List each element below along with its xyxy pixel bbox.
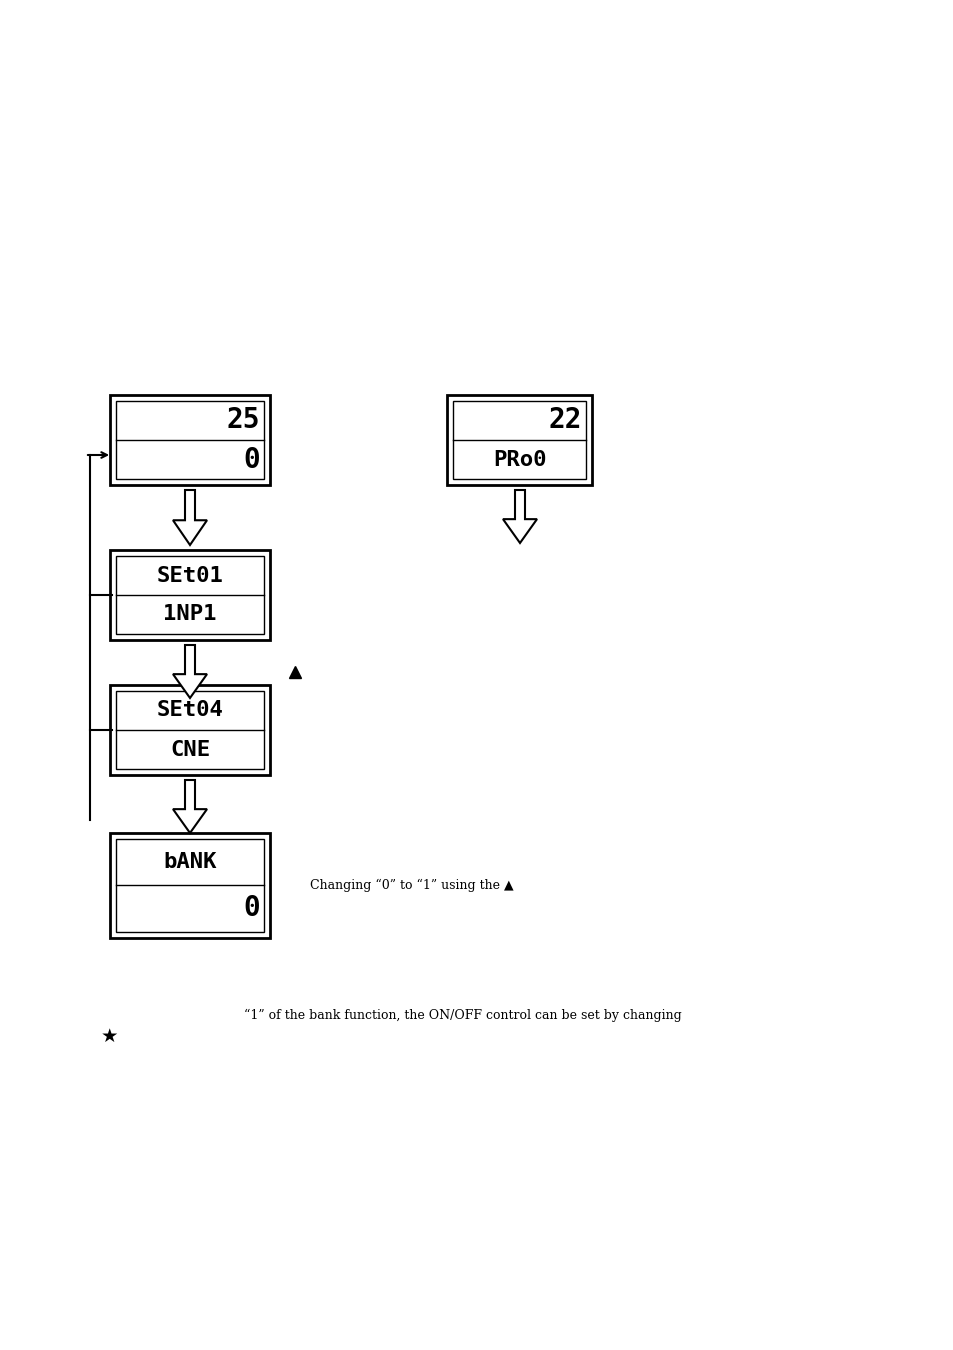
Bar: [447, 396, 592, 485]
Polygon shape: [172, 645, 207, 698]
Text: PRo0: PRo0: [493, 450, 546, 470]
Polygon shape: [172, 780, 207, 833]
Text: bANK: bANK: [163, 852, 216, 872]
Bar: [110, 684, 270, 775]
Text: 22: 22: [548, 406, 582, 435]
Polygon shape: [502, 490, 537, 543]
Text: SEt01: SEt01: [156, 566, 223, 586]
Bar: [116, 838, 264, 932]
Text: Changing “0” to “1” using the ▲: Changing “0” to “1” using the ▲: [310, 879, 513, 891]
Polygon shape: [172, 490, 207, 545]
Text: 0: 0: [243, 446, 260, 474]
Text: 0: 0: [243, 894, 260, 922]
Bar: [110, 396, 270, 485]
Text: 1NP1: 1NP1: [163, 605, 216, 625]
Bar: [110, 549, 270, 640]
Text: ★: ★: [101, 1027, 118, 1046]
Bar: [453, 401, 586, 479]
Bar: [116, 401, 264, 479]
Bar: [116, 556, 264, 634]
Text: “1” of the bank function, the ON/OFF control can be set by changing: “1” of the bank function, the ON/OFF con…: [244, 1008, 680, 1022]
Text: SEt04: SEt04: [156, 701, 223, 721]
Bar: [110, 833, 270, 937]
Text: 25: 25: [226, 406, 260, 435]
Text: CNE: CNE: [170, 740, 210, 760]
Bar: [116, 691, 264, 770]
